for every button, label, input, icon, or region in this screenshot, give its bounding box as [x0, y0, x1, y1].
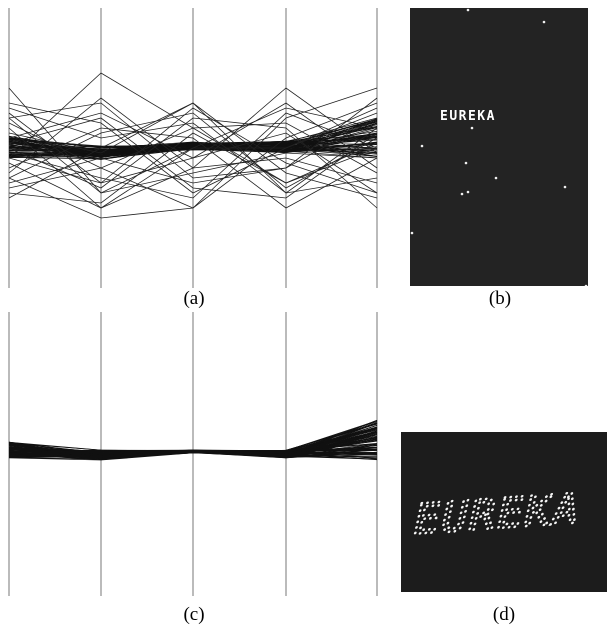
- noise-dot: [464, 161, 468, 165]
- noise-line: [8, 112, 378, 199]
- panel-d: EUREKA: [401, 432, 607, 592]
- noise-line: [8, 132, 378, 204]
- noise-dots: [410, 8, 588, 286]
- filtered-line: [8, 443, 378, 458]
- caption-a: (a): [183, 288, 205, 309]
- noise-dot: [466, 190, 470, 194]
- noise-dot: [584, 284, 588, 286]
- panel-a: [6, 8, 384, 288]
- bundle-line: [8, 118, 378, 157]
- caption-c: (c): [183, 604, 205, 625]
- caption-b: (b): [488, 288, 512, 309]
- noise-dot: [470, 126, 474, 130]
- parallel-coordinates-filtered: [8, 312, 378, 596]
- eureka-scatter-noisy: EUREKA: [410, 8, 588, 286]
- panel-b-background: [410, 8, 588, 286]
- noise-dot: [542, 20, 546, 24]
- noise-dot: [494, 176, 498, 180]
- noise-line: [8, 97, 378, 179]
- noise-dot: [460, 192, 464, 196]
- noise-line: [8, 127, 378, 209]
- panel-d-background: [401, 432, 607, 592]
- parallel-coordinates-noisy: [8, 8, 378, 288]
- caption-d: (d): [492, 604, 516, 625]
- noise-line: [8, 102, 378, 194]
- noise-line: [8, 117, 378, 199]
- panel-b-eureka-text: EUREKA: [440, 109, 496, 124]
- bundle-line: [8, 137, 378, 153]
- noise-dot: [410, 231, 414, 235]
- noise-line: [8, 102, 378, 209]
- noise-line: [8, 107, 378, 194]
- noise-line: [8, 102, 378, 199]
- noise-line: [8, 97, 378, 184]
- noise-dot: [466, 8, 470, 12]
- noise-dot: [563, 185, 567, 189]
- filtered-line: [8, 437, 378, 458]
- bundle-line: [8, 142, 378, 155]
- panel-b: EUREKA: [410, 8, 588, 286]
- noise-line: [8, 132, 378, 194]
- noise-line: [8, 112, 378, 209]
- bundle-line: [8, 132, 378, 155]
- filtered-line: [8, 438, 378, 457]
- bundle-line: [8, 121, 378, 157]
- noise-line: [8, 117, 378, 194]
- bundle-line: [8, 142, 378, 152]
- noise-line: [8, 117, 378, 184]
- noise-line: [8, 112, 378, 189]
- panel-c: [6, 312, 384, 596]
- eureka-dotted-rotated: EUREKA: [401, 432, 607, 592]
- noise-dot: [420, 144, 424, 148]
